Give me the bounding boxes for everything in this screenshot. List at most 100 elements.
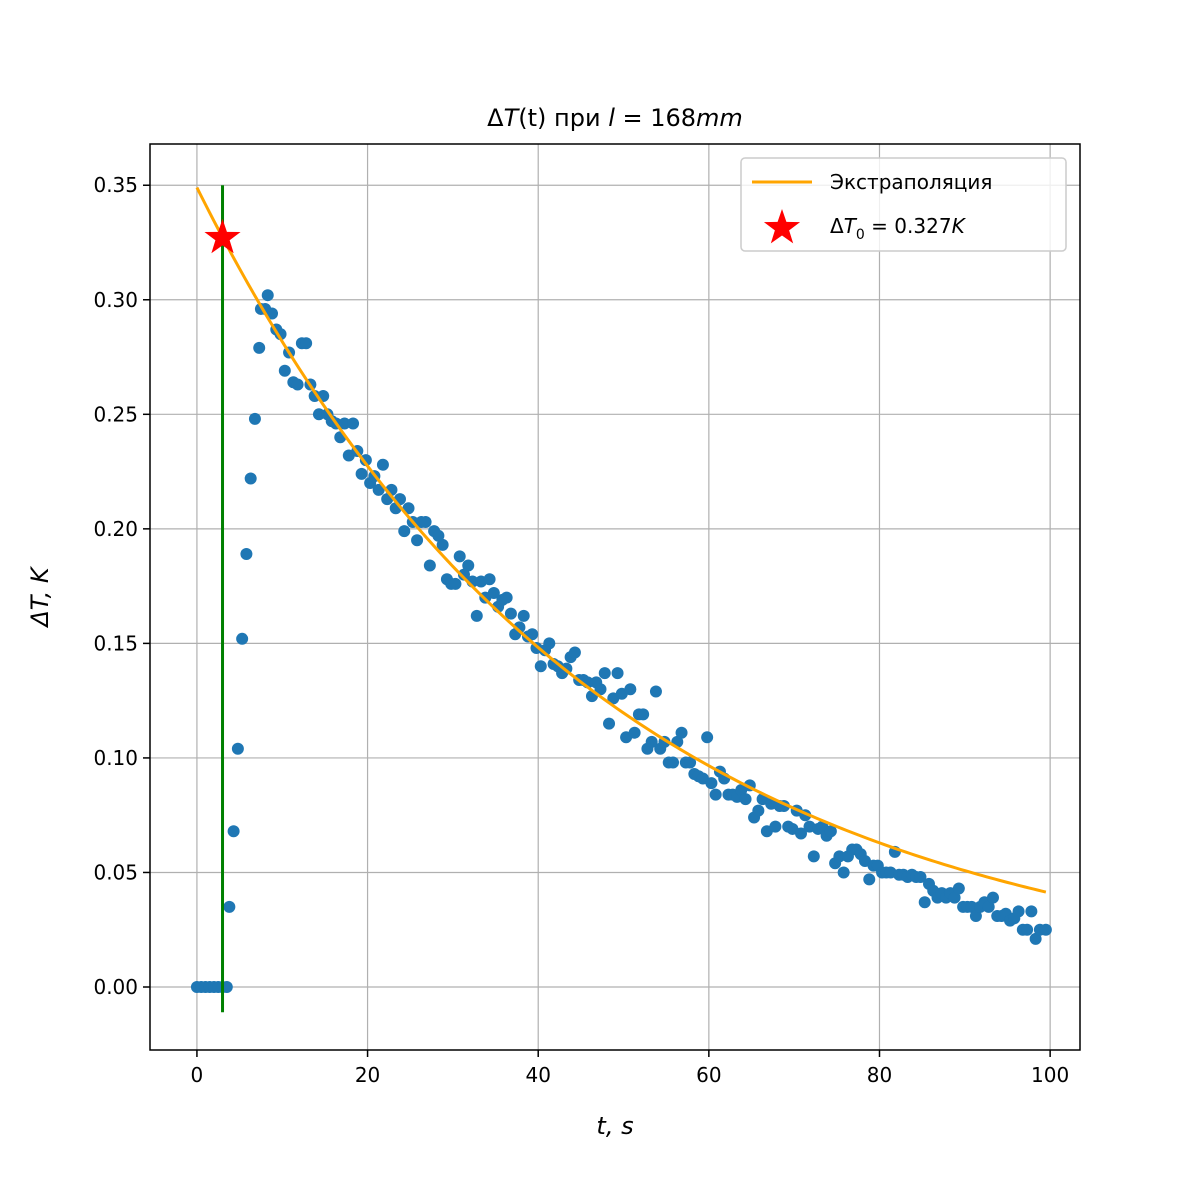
data-point (462, 559, 475, 572)
y-tick-label: 0.30 (93, 288, 138, 312)
data-point (534, 660, 547, 673)
data-point (603, 717, 616, 730)
data-point (645, 735, 658, 748)
x-tick-label: 80 (867, 1063, 892, 1087)
fit-curve (195, 186, 1047, 894)
y-tick-label: 0.35 (93, 173, 138, 197)
x-tick-label: 20 (355, 1063, 380, 1087)
data-point (918, 896, 931, 909)
data-point (470, 609, 483, 622)
y-tick-label: 0.10 (93, 746, 138, 770)
data-point (398, 525, 411, 538)
data-point (769, 820, 782, 833)
data-point (837, 866, 850, 879)
data-point (253, 341, 266, 354)
legend-box (740, 157, 1067, 252)
data-point (432, 529, 445, 542)
data-point (355, 467, 368, 480)
data-point (312, 408, 325, 421)
x-tick-label: 40 (525, 1063, 550, 1087)
data-point (684, 756, 697, 769)
data-point (347, 417, 360, 430)
data-point (611, 667, 624, 680)
star-marker (204, 218, 241, 254)
y-tick-label: 0.00 (93, 975, 138, 999)
data-point (649, 685, 662, 698)
chart-title: ΔT(t) при l = 168mm (487, 104, 743, 132)
data-point (965, 900, 978, 913)
data-point (1029, 932, 1042, 945)
data-point (504, 607, 517, 620)
data-point (543, 637, 556, 650)
data-point (1039, 923, 1052, 936)
data-point (948, 891, 961, 904)
legend-star-marker (763, 209, 801, 244)
data-point (705, 777, 718, 790)
x-axis-label: t, s (596, 1112, 633, 1140)
data-point (667, 756, 680, 769)
y-tick-label: 0.05 (93, 860, 138, 884)
axes-frame (149, 143, 1081, 1051)
data-point (1012, 905, 1025, 918)
data-point (338, 417, 351, 430)
data-point (227, 825, 240, 838)
data-point (594, 683, 607, 696)
y-axis-label: ΔT, K (26, 565, 54, 628)
data-point (231, 742, 244, 755)
legend-fit-label: Экстраполяция (830, 170, 992, 194)
data-point (517, 609, 530, 622)
data-point (457, 568, 470, 581)
data-point (236, 632, 249, 645)
data-point (833, 850, 846, 863)
data-point (500, 591, 513, 604)
y-tick-label: 0.15 (93, 631, 138, 655)
legend: Экстраполяция ΔT0 = 0.327K (740, 157, 1067, 252)
data-point (278, 364, 291, 377)
data-point (739, 793, 752, 806)
x-tick-label: 0 (191, 1063, 204, 1087)
data-point (701, 731, 714, 744)
data-point (244, 472, 257, 485)
data-point (624, 683, 637, 696)
data-point (436, 538, 449, 551)
data-point (449, 577, 462, 590)
data-point (266, 307, 279, 320)
data-point (598, 667, 611, 680)
data-point (359, 454, 372, 467)
data-point (423, 559, 436, 572)
data-point (637, 708, 650, 721)
y-tick-label: 0.25 (93, 402, 138, 426)
data-point (411, 534, 424, 547)
data-point (487, 586, 500, 599)
data-point (568, 646, 581, 659)
x-tick-label: 100 (1031, 1063, 1069, 1087)
data-point (952, 882, 965, 895)
data-point (248, 412, 261, 425)
data-point (675, 726, 688, 739)
data-point (291, 378, 304, 391)
ticks: 0 20 40 60 80 100 0.00 0.05 0.10 0.15 0.20 0.25 0.30… (93, 173, 1069, 1087)
data-point (795, 827, 807, 840)
data-point (982, 900, 995, 913)
data-point (628, 726, 641, 739)
data-point (969, 909, 982, 922)
data-point (261, 289, 274, 302)
data-point (709, 788, 722, 801)
data-point (752, 804, 765, 817)
grid (150, 144, 1080, 1050)
plot-data (190, 185, 1052, 1013)
data-point (914, 871, 927, 884)
data-point (824, 825, 837, 838)
legend-star-label: ΔT0 = 0.327K (830, 214, 967, 243)
data-point (986, 891, 999, 904)
data-point (419, 515, 432, 528)
data-point (526, 628, 539, 641)
data-point (1021, 923, 1034, 936)
data-point (483, 573, 496, 586)
x-tick-label: 60 (696, 1063, 721, 1087)
data-point (1025, 905, 1038, 918)
data-point (453, 550, 466, 563)
data-point (863, 873, 876, 886)
data-point (807, 850, 820, 863)
